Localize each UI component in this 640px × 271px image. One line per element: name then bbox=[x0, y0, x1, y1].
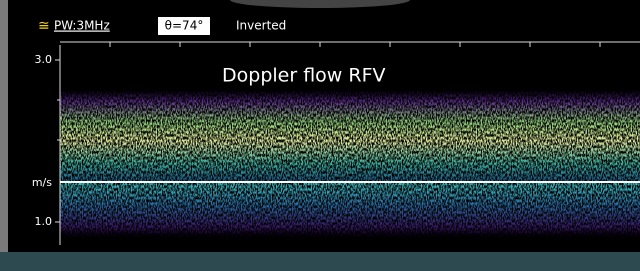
spectrum-forward bbox=[60, 90, 640, 182]
orientation: Inverted bbox=[236, 19, 286, 33]
angle: θ=74° bbox=[165, 19, 204, 33]
doppler-screen: 3.0 m/s 1.0 ≅ PW:3MHz θ=74° Inverted Dop… bbox=[0, 0, 640, 271]
scale-bottom: 1.0 bbox=[35, 215, 53, 228]
mode: PW:3MHz bbox=[54, 19, 110, 33]
left-edge bbox=[0, 0, 8, 271]
scale-unit: m/s bbox=[32, 176, 52, 189]
spectrum-reverse bbox=[60, 183, 640, 238]
scale-top: 3.0 bbox=[35, 53, 53, 66]
mode-icon: ≅ bbox=[38, 18, 50, 34]
bottom-bar bbox=[0, 252, 640, 271]
page: 3.0 m/s 1.0 ≅ PW:3MHz θ=74° Inverted Dop… bbox=[0, 0, 640, 271]
annotation: Doppler flow RFV bbox=[222, 65, 386, 87]
